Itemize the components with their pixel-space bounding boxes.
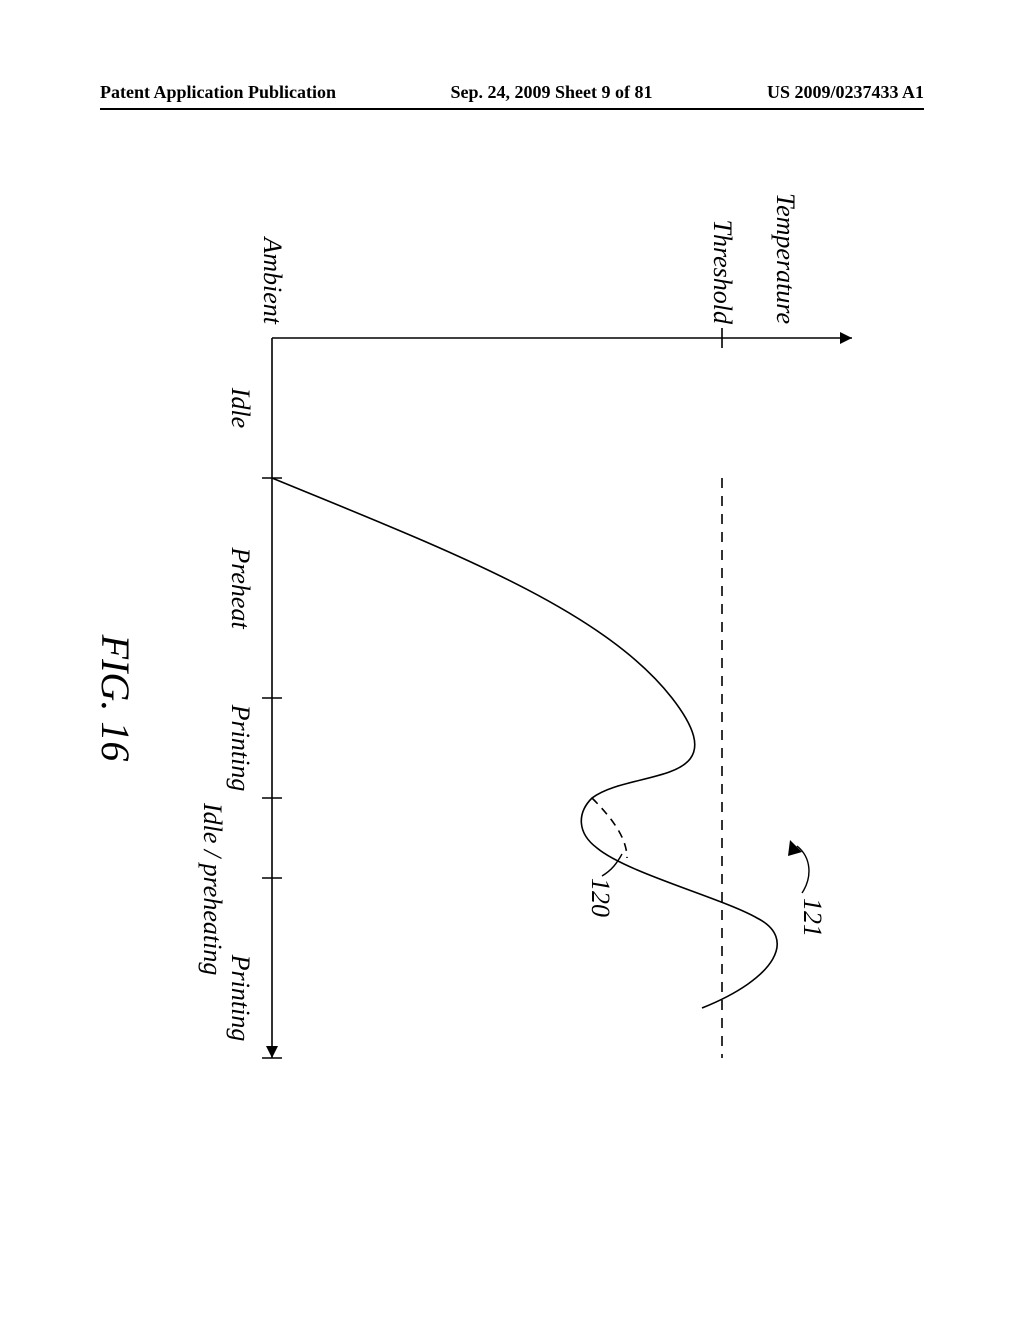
ref-120: 120 xyxy=(586,878,615,917)
figure-caption: FIG. 16 xyxy=(93,634,138,762)
header-right: US 2009/0237433 A1 xyxy=(767,82,924,103)
y-axis-label: Temperature xyxy=(771,193,800,324)
figure-area: Temperature Threshold Ambient Idle Prehe… xyxy=(0,140,1024,1240)
figure-svg: Temperature Threshold Ambient Idle Prehe… xyxy=(0,140,1024,1240)
x-phase-idle: Idle xyxy=(226,387,255,428)
ref-121: 121 xyxy=(798,898,827,937)
x-phase-preheat: Preheat xyxy=(226,546,255,629)
temperature-curve xyxy=(272,478,777,1008)
x-axis-arrow-icon xyxy=(266,1046,278,1058)
y-axis-arrow-icon xyxy=(840,332,852,344)
page-header: Patent Application Publication Sep. 24, … xyxy=(100,82,924,103)
header-left: Patent Application Publication xyxy=(100,82,336,103)
x-phase-idle-preheating: Idle / preheating xyxy=(198,802,227,975)
header-center: Sep. 24, 2009 Sheet 9 of 81 xyxy=(451,82,653,103)
page-root: Patent Application Publication Sep. 24, … xyxy=(0,0,1024,1320)
x-phase-printing-1: Printing xyxy=(226,704,255,792)
y-tick-threshold-label: Threshold xyxy=(708,220,737,325)
y-tick-ambient-label: Ambient xyxy=(258,235,287,324)
x-phase-printing-2: Printing xyxy=(226,954,255,1042)
header-rule xyxy=(100,108,924,110)
leader-121 xyxy=(797,846,809,893)
chart-rotated-group: Temperature Threshold Ambient Idle Prehe… xyxy=(93,193,852,1058)
